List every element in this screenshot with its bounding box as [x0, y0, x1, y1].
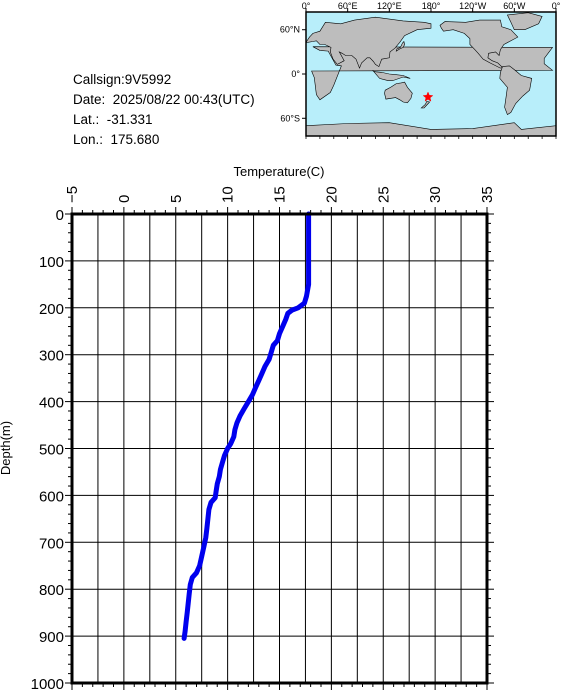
x-tick-label: 0 [116, 195, 133, 203]
land-mass [395, 40, 405, 52]
land-mass [506, 12, 543, 31]
map-lat-label: 60°N [280, 25, 300, 35]
x-tick-label: −5 [64, 186, 81, 203]
map-lon-label: 0° [302, 1, 311, 11]
x-tick-label: 10 [220, 186, 237, 203]
map-lon-label: 60°E [338, 1, 358, 11]
land-mass [372, 70, 411, 81]
land-mass [384, 81, 413, 104]
map-lon-label: 60°W [503, 1, 526, 11]
land-mass [499, 65, 533, 116]
x-axis-title: Temperature(C) [233, 164, 324, 179]
y-tick-label: 0 [56, 207, 64, 224]
map-lon-label: 0° [552, 1, 561, 11]
y-tick-label: 1000 [31, 676, 64, 690]
land-mass [305, 16, 432, 69]
temperature-profile-line [181, 211, 312, 641]
map-lon-label: 180° [422, 1, 441, 11]
callsign-text: Callsign:9V5992 [73, 72, 172, 87]
y-tick-label: 500 [39, 442, 64, 459]
date-text: Date: 2025/08/22 00:43(UTC) [73, 92, 255, 107]
y-tick-label: 900 [39, 629, 64, 646]
latitude-text: Lat.: -31.331 [73, 112, 153, 127]
y-tick-label: 200 [39, 301, 64, 318]
x-tick-label: 25 [375, 186, 392, 203]
map-lat-label: 60°S [280, 113, 300, 123]
x-tick-label: 30 [427, 186, 444, 203]
map-lon-label: 120°E [377, 1, 402, 11]
x-tick-label: 15 [272, 186, 289, 203]
x-tick-label: 20 [323, 186, 340, 203]
x-tick-label: 5 [168, 195, 185, 203]
x-tick-label: 35 [479, 186, 496, 203]
longitude-text: Lon.: 175.680 [73, 132, 160, 147]
station-info: Callsign:9V5992 Date: 2025/08/22 00:43(U… [73, 70, 255, 150]
land-mass [439, 19, 519, 69]
land-mass [420, 100, 431, 109]
y-axis-title: Depth(m) [0, 421, 13, 475]
y-tick-label: 100 [39, 254, 64, 271]
map-lat-label: 0° [291, 69, 300, 79]
map-lon-label: 120°W [459, 1, 487, 11]
y-tick-label: 800 [39, 582, 64, 599]
y-tick-label: 700 [39, 535, 64, 552]
y-tick-label: 400 [39, 395, 64, 412]
y-tick-label: 600 [39, 488, 64, 505]
y-tick-label: 300 [39, 348, 64, 365]
station-star-icon [422, 91, 434, 102]
